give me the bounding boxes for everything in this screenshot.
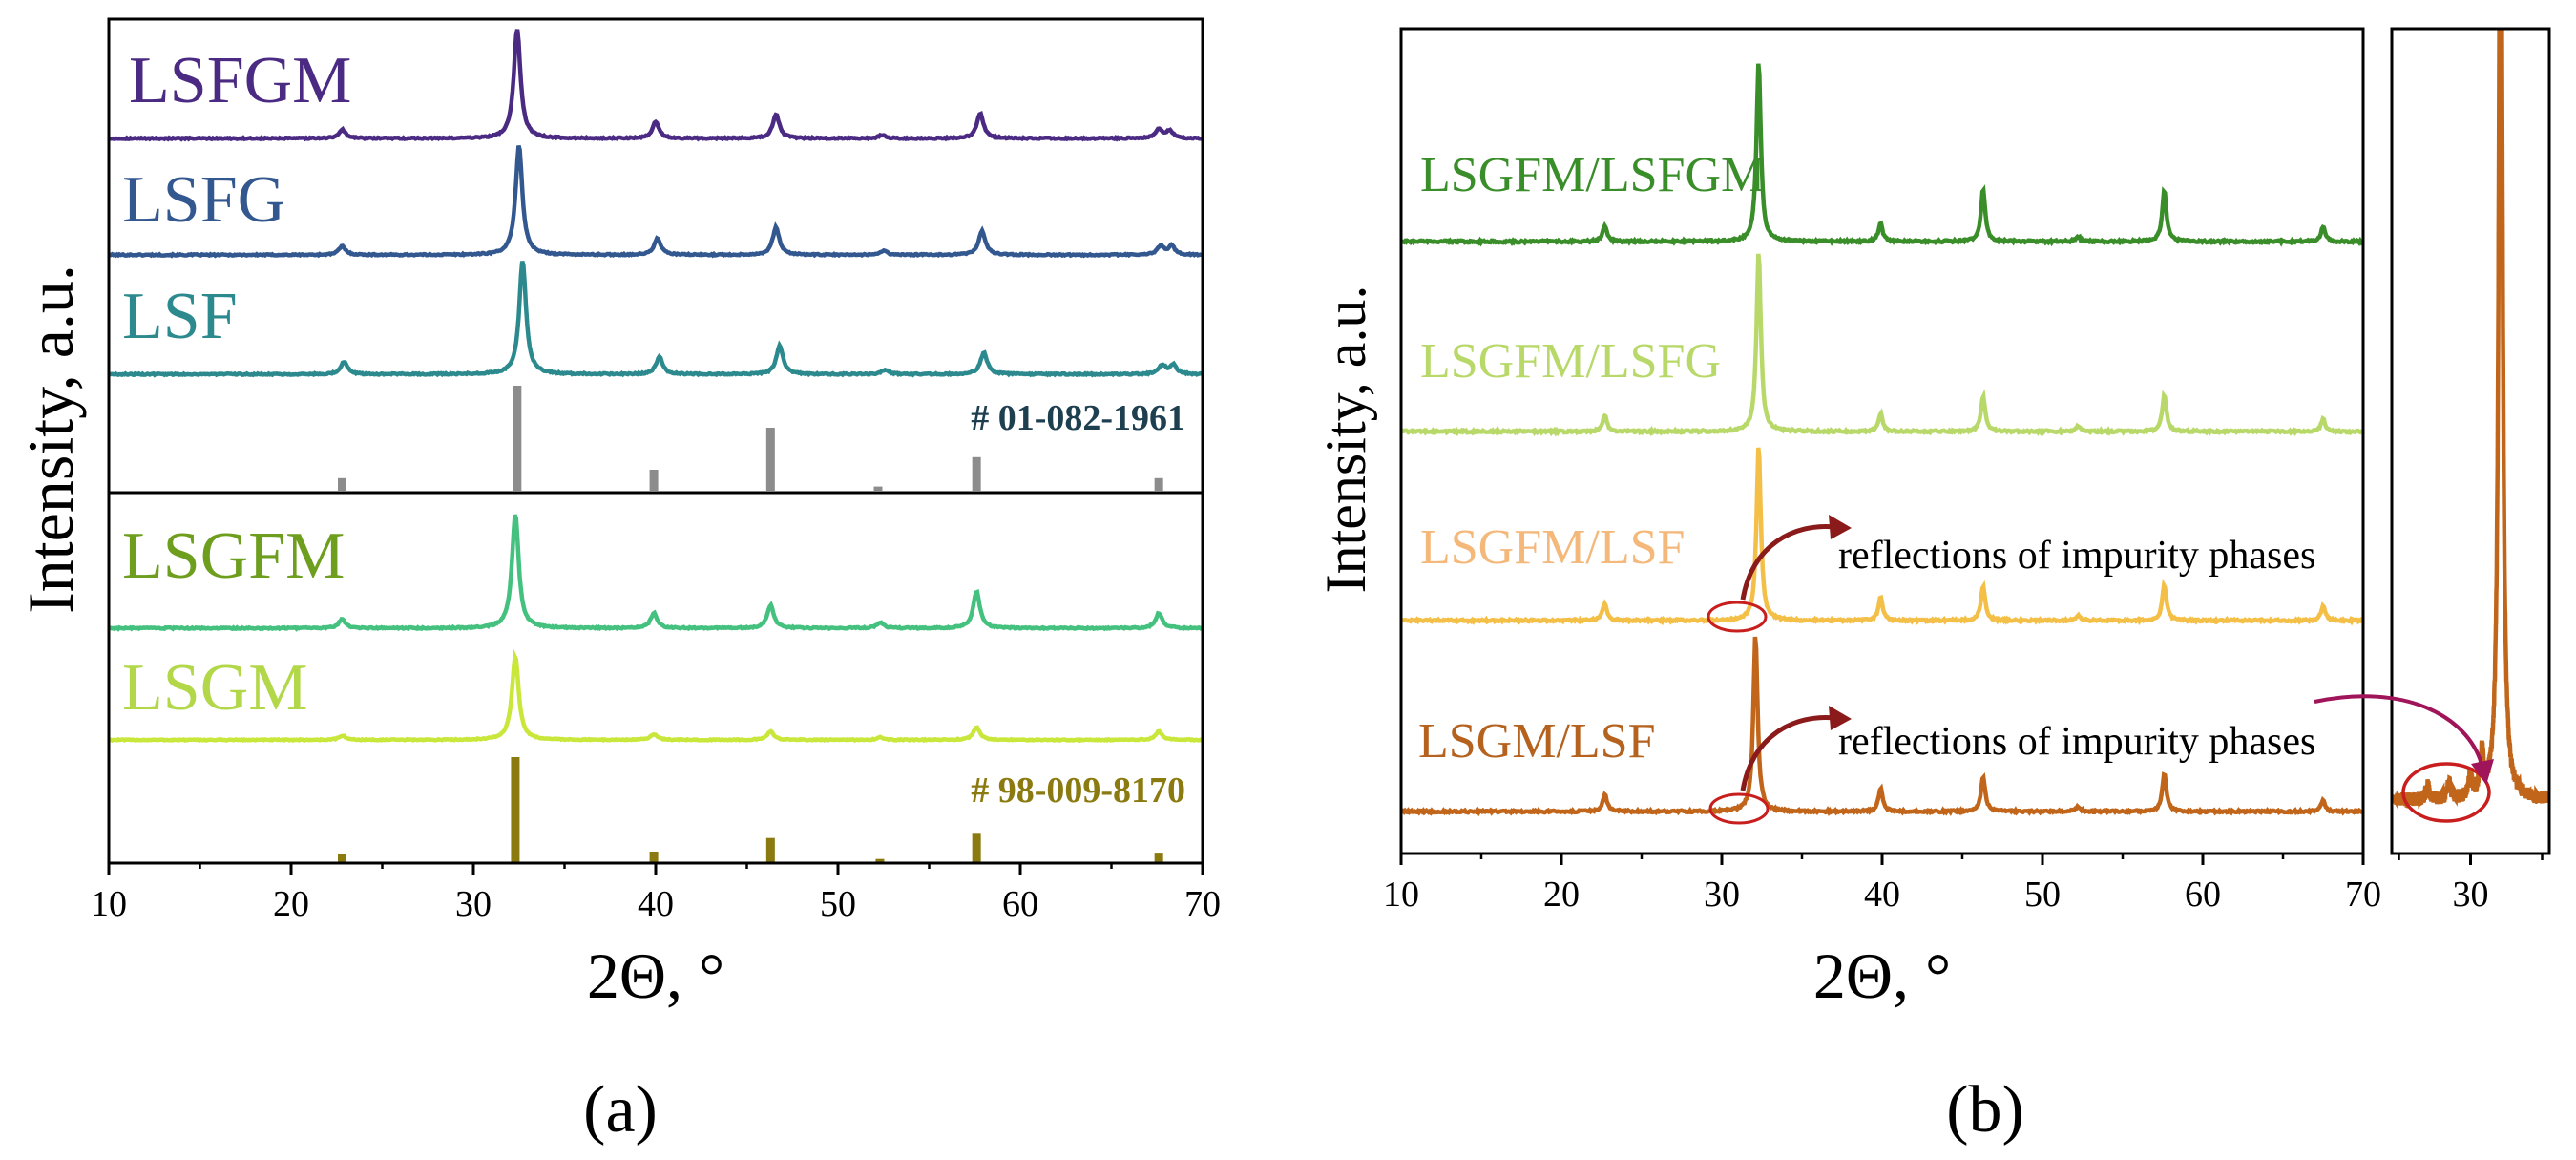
lsfgm-pattern [109, 29, 1203, 142]
impurity-annotation-lsgm-lsf: reflections of impurity phases [1708, 706, 2315, 825]
series-label-lsgm: LSGM [122, 651, 307, 725]
panel-a-curves [109, 29, 1204, 744]
impurity-annotation-text: reflections of impurity phases [1838, 534, 2315, 578]
series-label-lsfgm: LSFGM [129, 44, 351, 117]
lsgfm-lsfg-pattern [1400, 253, 2363, 437]
series-label-lsgm-lsf: LSGM/LSF [1418, 714, 1656, 769]
lsgfm-lsf-pattern [1400, 447, 2364, 626]
panel-a-x-axis: 10 20 30 40 50 60 70 [91, 863, 1221, 924]
lsgfm-pattern [109, 514, 1204, 632]
x-tick-label: 50 [2024, 875, 2061, 915]
panel-a-y-axis-title: Intensity, a.u. [14, 264, 87, 614]
reference-bar [875, 858, 885, 862]
panel-b-curves [1400, 63, 2364, 817]
impurity-annotation-lsgfm-lsf: reflections of impurity phases [1707, 515, 2315, 633]
series-label-lsfg: LSFG [122, 163, 285, 237]
lsgm-pattern [109, 648, 1202, 744]
impurity-marker-ellipse [1708, 792, 1770, 825]
reference-bar [649, 852, 659, 862]
x-tick-label: 60 [1002, 884, 1038, 924]
panel-a: 10 20 30 40 50 60 70 LSFGM LSFG LSF LSGFM LSGM… [14, 17, 1221, 1147]
inset-x-axis: 30 [2398, 854, 2544, 915]
inset-pointer-arrow [2314, 694, 2483, 765]
reference-bar [1154, 477, 1163, 491]
reference-bar [972, 833, 981, 862]
inset-x-tick-label: 30 [2453, 875, 2489, 915]
reference-bar [649, 470, 659, 491]
inset-zoom: 30 [2314, 27, 2551, 915]
x-tick-label: 30 [455, 884, 492, 924]
caption-b: (b) [1946, 1073, 2024, 1147]
panel-b: 10 20 30 40 50 60 70 LSGFM/LSFGM LSGFM/LSFG LS… [1314, 27, 2381, 1147]
x-tick-label: 40 [1864, 875, 1900, 915]
reference-bars-98-009-8170 [337, 757, 1163, 862]
caption-a: (a) [583, 1073, 658, 1147]
series-label-lsgfm-lsfg: LSGFM/LSFG [1420, 334, 1721, 389]
impurity-arrowhead [1829, 515, 1852, 539]
reference-bar [972, 456, 981, 491]
x-tick-label: 20 [273, 884, 309, 924]
impurity-arrow [1740, 715, 1835, 791]
reference-bar [765, 428, 775, 491]
reference-label-98-009-8170: # 98-009-8170 [971, 770, 1185, 811]
series-label-lsgfm: LSGFM [122, 519, 345, 593]
x-tick-label: 10 [1383, 875, 1419, 915]
inset-lsgm-lsf-pattern [2392, 29, 2549, 810]
x-tick-label: 50 [820, 884, 856, 924]
reference-bar [765, 837, 775, 862]
inset-pointer-arrowhead [2471, 759, 2494, 785]
reference-bar [873, 486, 883, 491]
impurity-annotation-text: reflections of impurity phases [1838, 720, 2315, 764]
impurity-marker-ellipse [1707, 601, 1768, 633]
series-label-lsf: LSF [122, 280, 238, 353]
series-label-lsgfm-lsf: LSGFM/LSF [1420, 520, 1685, 575]
panel-b-y-axis-title: Intensity, a.u. [1314, 285, 1377, 594]
lsgfm-lsfgm-pattern [1401, 63, 2364, 247]
x-tick-label: 10 [91, 884, 127, 924]
lsfg-pattern [109, 144, 1204, 259]
x-tick-label: 60 [2185, 875, 2221, 915]
reference-bar [337, 854, 346, 862]
reference-bar [513, 386, 522, 491]
lsgm-lsf-pattern [1400, 636, 2363, 817]
reference-label-01-082-1961: # 01-082-1961 [971, 398, 1185, 438]
reference-bar [1154, 853, 1163, 862]
x-tick-label: 40 [638, 884, 674, 924]
panel-b-x-axis: 10 20 30 40 50 60 70 [1383, 854, 2381, 915]
impurity-arrowhead [1829, 706, 1852, 730]
x-tick-label: 70 [2345, 875, 2381, 915]
x-tick-label: 70 [1184, 884, 1221, 924]
impurity-arrow [1740, 524, 1835, 601]
x-tick-label: 20 [1543, 875, 1580, 915]
reference-bar [511, 757, 520, 862]
reference-bar [337, 477, 346, 491]
lsf-pattern [109, 260, 1203, 378]
panel-b-x-axis-title: 2Θ, ° [1813, 939, 1951, 1012]
panel-a-x-axis-title: 2Θ, ° [587, 939, 724, 1012]
series-label-lsgfm-lsfgm: LSGFM/LSFGM [1420, 148, 1765, 202]
reference-bars-01-082-1961 [337, 386, 1163, 491]
x-tick-label: 30 [1704, 875, 1740, 915]
inset-impurity-ellipse [2401, 762, 2491, 823]
inset-frame [2390, 27, 2551, 855]
